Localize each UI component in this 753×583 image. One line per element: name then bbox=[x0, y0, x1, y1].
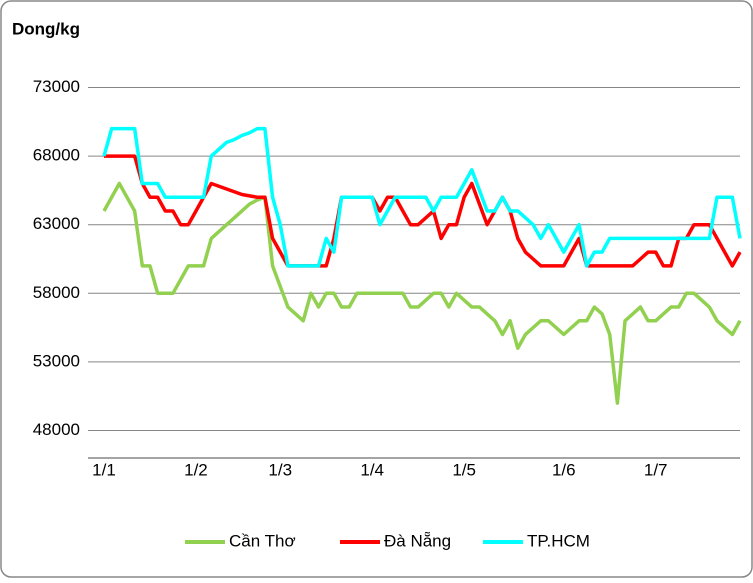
y-tick-label: 58000 bbox=[33, 283, 80, 302]
legend-label: Đà Nẵng bbox=[384, 531, 451, 550]
series-line bbox=[102, 126, 742, 268]
x-tick-label: 1/2 bbox=[184, 460, 208, 479]
x-tick-label: 1/6 bbox=[552, 460, 576, 479]
x-tick-label: 1/3 bbox=[268, 460, 292, 479]
chart-title: Dong/kg bbox=[12, 19, 80, 38]
y-tick-label: 63000 bbox=[33, 214, 80, 233]
y-tick-label: 48000 bbox=[33, 420, 80, 439]
x-tick-label: 1/5 bbox=[452, 460, 476, 479]
x-tick-label: 1/1 bbox=[92, 460, 116, 479]
x-tick-label: 1/4 bbox=[360, 460, 384, 479]
series-line bbox=[102, 181, 742, 405]
x-tick-label: 1/7 bbox=[644, 460, 668, 479]
y-tick-label: 53000 bbox=[33, 351, 80, 370]
series-line bbox=[104, 154, 742, 268]
y-tick-label: 68000 bbox=[33, 146, 80, 165]
legend-label: TP.HCM bbox=[527, 531, 590, 550]
legend-label: Cần Thơ bbox=[229, 531, 296, 550]
y-tick-label: 73000 bbox=[33, 77, 80, 96]
